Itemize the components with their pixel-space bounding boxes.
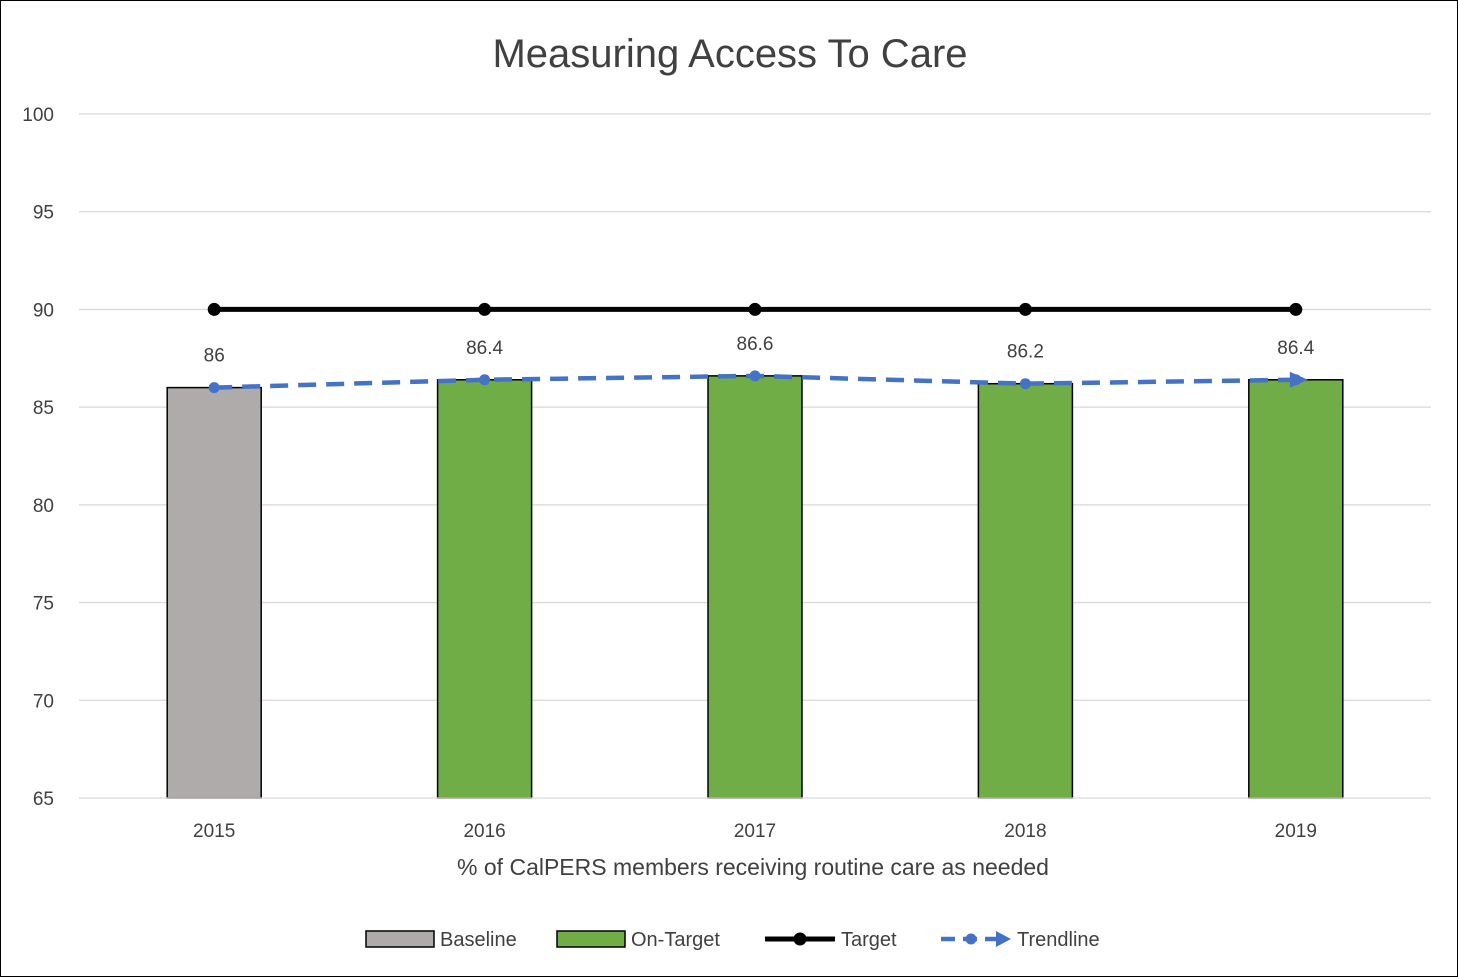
trendline-marker — [749, 370, 761, 382]
legend-item-target: Target — [765, 929, 897, 951]
y-tick-label: 70 — [33, 691, 54, 712]
y-tick-label: 95 — [33, 203, 54, 224]
x-tick-label: 2017 — [734, 821, 776, 842]
data-label: 86.4 — [1277, 338, 1314, 359]
x-tick-label: 2018 — [1004, 821, 1046, 842]
legend-swatch — [556, 930, 626, 948]
legend-arrowhead — [996, 931, 1011, 947]
legend-label: On-Target — [631, 929, 720, 951]
data-labels: 86 86.4 86.6 86.2 86.4 — [204, 334, 1315, 367]
legend-item-on-target: On-Target — [556, 929, 720, 951]
target-marker — [748, 302, 762, 316]
on-target-bar — [977, 382, 1074, 799]
data-label: 86.6 — [737, 334, 774, 355]
y-axis-ticks: 65 70 75 80 85 90 95 100 — [22, 105, 54, 810]
y-tick-label: 65 — [33, 789, 54, 810]
y-tick-label: 80 — [33, 496, 54, 517]
legend-label: Baseline — [440, 929, 517, 951]
x-axis-label: % of CalPERS members receiving routine c… — [457, 854, 1049, 880]
x-tick-label: 2019 — [1275, 821, 1317, 842]
x-tick-label: 2015 — [193, 821, 235, 842]
lines — [207, 302, 1308, 394]
trendline-marker — [1019, 378, 1031, 390]
x-axis-ticks: 2015 2016 2017 2018 2019 — [193, 821, 1317, 842]
legend: Baseline On-Target Target Trendline — [365, 929, 1100, 951]
bars — [166, 375, 1344, 799]
chart-title: Measuring Access To Care — [492, 32, 967, 76]
data-label: 86.2 — [1007, 342, 1044, 363]
legend-label: Trendline — [1017, 929, 1100, 951]
y-tick-label: 85 — [33, 398, 54, 419]
on-target-bar — [436, 379, 533, 799]
baseline-bar — [166, 386, 262, 799]
target-marker — [207, 302, 221, 316]
legend-label: Target — [841, 929, 897, 951]
data-label: 86 — [204, 346, 225, 367]
x-tick-label: 2016 — [463, 821, 505, 842]
y-tick-label: 75 — [33, 594, 54, 615]
target-marker — [1289, 302, 1303, 316]
y-tick-label: 90 — [33, 300, 54, 321]
data-label: 86.4 — [466, 338, 503, 359]
on-target-bar — [707, 375, 803, 799]
y-tick-label: 100 — [22, 105, 54, 126]
trendline-marker — [208, 382, 220, 394]
target-marker — [1018, 302, 1032, 316]
legend-swatch — [365, 930, 435, 948]
legend-marker — [965, 933, 977, 945]
legend-item-trendline: Trendline — [941, 929, 1100, 951]
legend-item-baseline: Baseline — [365, 929, 517, 951]
on-target-bar — [1248, 379, 1344, 799]
target-marker — [478, 302, 492, 316]
legend-marker — [793, 932, 807, 946]
trendline-marker — [479, 374, 491, 386]
trendline-arrowhead — [1289, 371, 1308, 388]
